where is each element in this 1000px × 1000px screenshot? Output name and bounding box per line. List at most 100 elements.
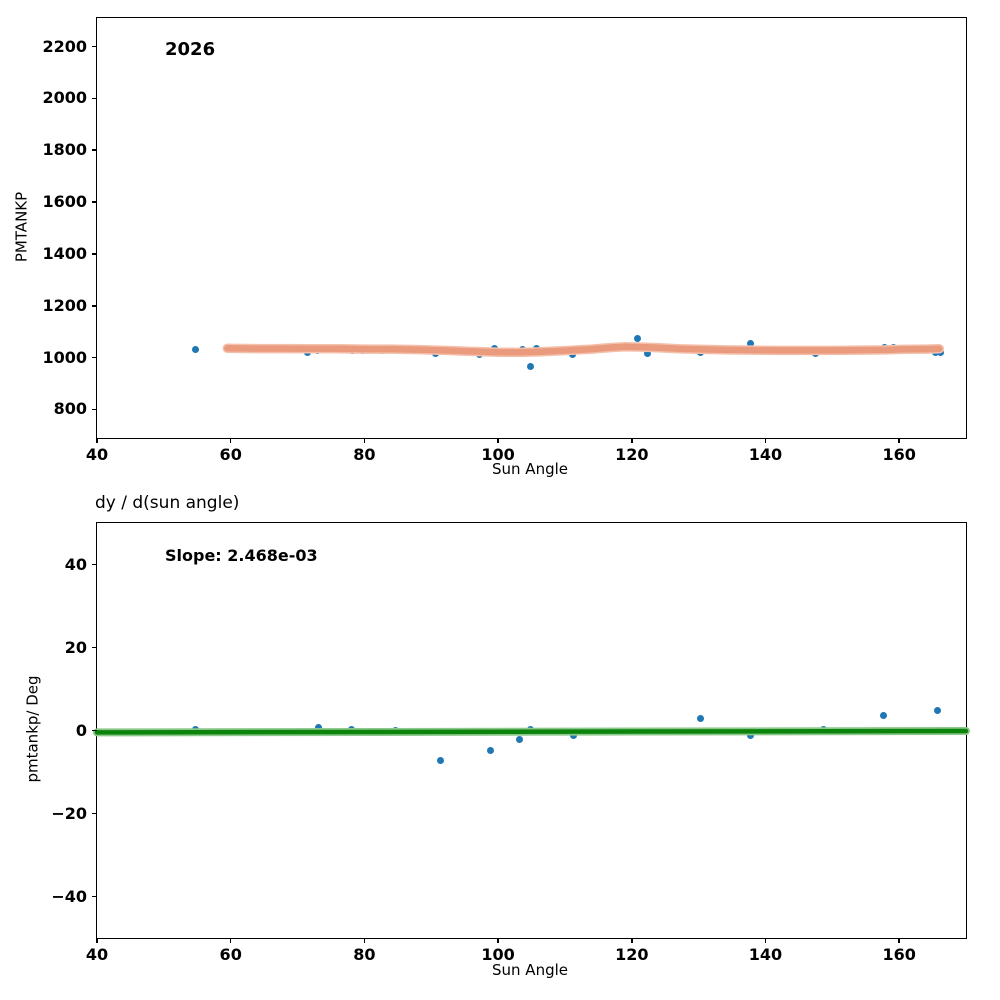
x-tick-label: 120 xyxy=(615,945,649,964)
data-point xyxy=(378,346,386,354)
x-tick-mark xyxy=(363,438,366,443)
data-point xyxy=(348,726,356,734)
data-point xyxy=(503,349,511,357)
x-tick-mark xyxy=(631,938,633,943)
lowess-trend-line xyxy=(222,341,945,358)
data-point xyxy=(697,714,705,722)
data-point xyxy=(483,349,491,357)
bottom-plot-axes: Slope: 2.468e-03 40 60 80 100 120 140 160 −40 −2… xyxy=(51,522,970,963)
y-tick-mark xyxy=(92,149,97,151)
y-tick-mark xyxy=(92,201,97,203)
bottom-plot-title: dy / d(sun angle) xyxy=(95,493,240,513)
data-point xyxy=(191,346,199,354)
data-point xyxy=(570,731,578,739)
y-tick-label: 800 xyxy=(53,399,87,419)
data-point xyxy=(880,711,888,719)
data-point xyxy=(527,362,535,370)
x-tick-mark xyxy=(497,938,499,943)
data-point xyxy=(486,746,494,754)
x-tick-label: 160 xyxy=(882,445,916,464)
data-point xyxy=(515,736,523,744)
data-point xyxy=(526,725,534,733)
y-tick-mark xyxy=(92,305,97,307)
x-tick-label: 80 xyxy=(353,945,376,964)
y-tick-mark xyxy=(92,356,97,359)
x-tick-mark xyxy=(229,438,232,443)
data-point xyxy=(391,346,399,354)
data-point xyxy=(937,348,945,356)
y-tick-mark xyxy=(92,97,97,100)
x-tick-mark xyxy=(764,938,767,943)
x-tick-label: 40 xyxy=(85,445,109,464)
data-point xyxy=(643,349,651,357)
x-tick-label: 60 xyxy=(219,445,242,464)
data-point xyxy=(697,348,705,356)
y-tick-mark xyxy=(92,408,97,411)
data-point xyxy=(746,339,754,347)
x-tick-label: 160 xyxy=(882,945,916,964)
data-point xyxy=(889,343,897,351)
bottom-y-axis-label: pmtankp/ Deg xyxy=(23,675,42,783)
data-point xyxy=(314,347,322,355)
data-point xyxy=(348,346,356,354)
data-point xyxy=(880,343,888,351)
y-tick-mark xyxy=(92,563,97,566)
y-tick-mark xyxy=(92,812,97,815)
x-tick-label: 120 xyxy=(615,445,649,464)
x-tick-label: 100 xyxy=(481,945,515,964)
x-tick-mark xyxy=(96,938,98,943)
data-point xyxy=(510,350,518,358)
x-tick-label: 140 xyxy=(748,945,783,964)
top-plot-axes: 2026 40 60 80 100 120 140 160 800 1000 1200 1400 16… xyxy=(42,17,967,463)
y-tick-mark xyxy=(92,45,97,48)
x-tick-mark xyxy=(363,938,366,943)
data-point xyxy=(747,732,755,740)
x-tick-label: 80 xyxy=(353,445,376,464)
data-point xyxy=(684,345,692,353)
line-layer xyxy=(222,341,945,358)
data-point xyxy=(392,727,400,734)
x-tick-label: 40 xyxy=(85,945,109,964)
y-tick-label: 0 xyxy=(75,720,87,740)
y-tick-label: −40 xyxy=(51,886,87,906)
y-tick-mark xyxy=(92,253,97,255)
data-point xyxy=(622,342,630,350)
y-tick-label: 2000 xyxy=(42,88,87,108)
data-point xyxy=(490,344,498,352)
x-tick-mark xyxy=(497,438,499,443)
x-tick-mark xyxy=(229,938,232,943)
slope-annotation: Slope: 2.468e-03 xyxy=(165,546,318,565)
data-point xyxy=(191,726,199,734)
x-tick-label: 60 xyxy=(219,945,242,964)
y-tick-label: 1200 xyxy=(42,295,87,315)
data-point xyxy=(820,726,828,734)
data-point xyxy=(304,349,312,357)
y-tick-mark xyxy=(92,646,97,649)
y-tick-label: 1600 xyxy=(42,192,87,212)
data-point xyxy=(934,706,942,714)
top-y-axis-label: PMTANKP xyxy=(12,191,31,263)
data-point xyxy=(358,346,366,354)
y-tick-mark xyxy=(92,895,97,898)
y-tick-label: −20 xyxy=(51,803,87,823)
data-point xyxy=(569,350,577,358)
data-point xyxy=(437,756,445,764)
bottom-x-axis-label: Sun Angle xyxy=(492,961,568,979)
x-tick-mark xyxy=(96,438,98,443)
data-point xyxy=(475,350,483,358)
x-tick-mark xyxy=(631,438,633,443)
y-tick-label: 1800 xyxy=(42,140,87,160)
top-x-axis-label: Sun Angle xyxy=(492,460,568,478)
data-point xyxy=(812,350,820,358)
x-tick-label: 100 xyxy=(481,445,515,464)
x-tick-mark xyxy=(898,938,900,943)
data-point xyxy=(419,344,427,352)
y-tick-mark xyxy=(92,729,97,732)
y-tick-label: 1000 xyxy=(42,347,87,367)
year-annotation: 2026 xyxy=(165,39,216,60)
x-tick-mark xyxy=(764,438,767,443)
y-tick-label: 20 xyxy=(64,637,87,657)
lowess-trend-line xyxy=(224,343,943,356)
y-tick-label: 2200 xyxy=(42,36,87,56)
